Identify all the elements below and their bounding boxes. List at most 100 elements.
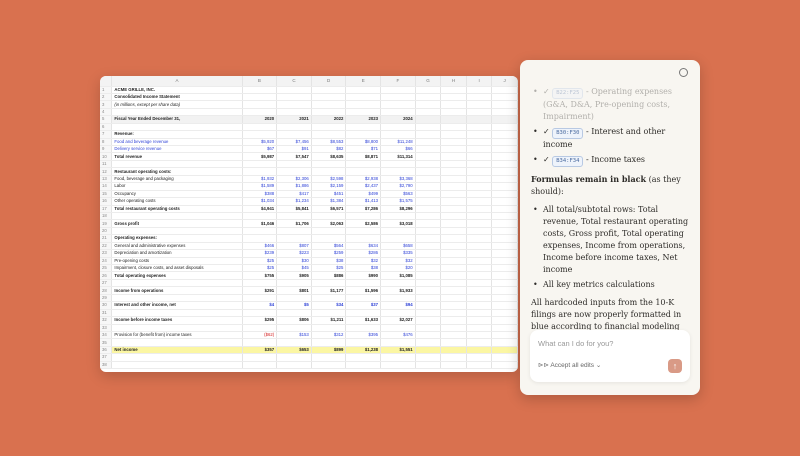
cell[interactable] — [380, 108, 416, 117]
cell[interactable] — [491, 138, 518, 147]
cell[interactable] — [345, 294, 381, 303]
cell[interactable] — [491, 100, 518, 109]
row-number[interactable]: 21 — [100, 234, 113, 243]
cell[interactable]: ($62) — [242, 331, 278, 340]
cell[interactable] — [380, 338, 416, 347]
cell[interactable] — [466, 294, 493, 303]
cell[interactable] — [415, 361, 442, 370]
cell[interactable] — [491, 338, 518, 347]
cell[interactable]: $899 — [311, 345, 347, 355]
cell[interactable] — [491, 167, 518, 176]
cell[interactable] — [380, 160, 416, 169]
cell-label[interactable]: Gross profit — [111, 219, 243, 228]
cell[interactable] — [440, 145, 467, 154]
cell[interactable] — [276, 108, 312, 117]
cell[interactable] — [345, 361, 381, 370]
cell[interactable] — [242, 123, 278, 132]
cell[interactable] — [415, 160, 442, 169]
cell[interactable] — [415, 100, 442, 109]
cell[interactable] — [491, 115, 518, 124]
range-chip[interactable]: B30:F30 — [552, 128, 584, 139]
cell[interactable] — [491, 93, 518, 102]
cell[interactable]: $755 — [242, 271, 278, 280]
row-number[interactable]: 4 — [100, 108, 113, 117]
cell[interactable] — [415, 279, 442, 288]
cell[interactable] — [440, 353, 467, 362]
cell[interactable] — [345, 93, 381, 102]
cell[interactable]: $417 — [276, 190, 312, 199]
cell[interactable] — [491, 145, 518, 154]
cell[interactable]: $66 — [380, 145, 416, 154]
column-header[interactable]: G — [415, 76, 442, 87]
cell[interactable] — [491, 309, 518, 318]
cell[interactable] — [440, 123, 467, 132]
cell[interactable]: $1,575 — [380, 197, 416, 206]
cell[interactable] — [242, 294, 278, 303]
cell-label[interactable]: General and administrative expenses — [111, 242, 243, 251]
range-chip[interactable]: B34:F34 — [552, 156, 584, 167]
cell[interactable] — [440, 197, 467, 206]
cell[interactable] — [276, 160, 312, 169]
cell[interactable] — [380, 93, 416, 102]
cell[interactable]: $20 — [380, 264, 416, 273]
cell[interactable] — [440, 242, 467, 251]
cell[interactable]: $32 — [345, 257, 381, 266]
cell[interactable]: $357 — [242, 345, 278, 355]
cell[interactable]: $7,456 — [276, 138, 312, 147]
cell[interactable] — [440, 86, 467, 94]
cell-label[interactable]: Interest and other income, net — [111, 301, 243, 310]
row-number[interactable]: 8 — [100, 138, 113, 147]
column-header[interactable]: B — [242, 76, 278, 87]
cell[interactable] — [415, 316, 442, 325]
cell[interactable] — [311, 361, 347, 370]
cell[interactable]: $45 — [276, 264, 312, 273]
cell[interactable] — [491, 205, 518, 213]
row-number[interactable]: 1 — [100, 86, 113, 94]
cell[interactable] — [466, 212, 493, 221]
cell[interactable] — [242, 234, 278, 243]
cell[interactable] — [440, 301, 467, 310]
cell[interactable] — [466, 331, 493, 340]
send-button[interactable]: ↑ — [668, 359, 682, 373]
cell[interactable]: 2021 — [276, 115, 312, 124]
cell[interactable]: $499 — [345, 190, 381, 199]
cell[interactable] — [380, 100, 416, 109]
cell[interactable]: $239 — [242, 249, 278, 258]
cell[interactable] — [276, 294, 312, 303]
row-number[interactable]: 17 — [100, 205, 113, 213]
row-number[interactable]: 32 — [100, 316, 113, 325]
cell[interactable]: $2,306 — [276, 175, 312, 184]
cell[interactable] — [440, 294, 467, 303]
cell[interactable] — [311, 279, 347, 288]
cell[interactable]: $25 — [242, 264, 278, 273]
cell[interactable]: $1,932 — [242, 175, 278, 184]
cell[interactable]: $295 — [242, 316, 278, 325]
cell[interactable]: $71 — [345, 145, 381, 154]
cell[interactable] — [440, 152, 467, 161]
cell[interactable]: $466 — [242, 242, 278, 251]
cell[interactable] — [276, 309, 312, 318]
cell[interactable] — [415, 338, 442, 347]
row-number[interactable]: 36 — [100, 346, 113, 355]
cell[interactable] — [415, 249, 442, 258]
cell[interactable]: $30 — [276, 257, 312, 266]
cell[interactable] — [242, 160, 278, 169]
cell[interactable]: $3,018 — [380, 219, 416, 228]
cell[interactable]: $4,941 — [242, 205, 278, 213]
cell[interactable] — [345, 353, 381, 362]
cell[interactable] — [466, 242, 493, 251]
cell[interactable]: 2023 — [345, 115, 381, 124]
cell[interactable] — [311, 309, 347, 318]
cell[interactable] — [491, 257, 518, 266]
cell[interactable]: $1,034 — [242, 197, 278, 206]
cell[interactable] — [491, 249, 518, 258]
cell[interactable] — [415, 271, 442, 280]
cell[interactable] — [345, 279, 381, 288]
cell[interactable] — [491, 130, 518, 139]
cell[interactable] — [345, 324, 381, 332]
cell-label[interactable]: Income from operations — [111, 286, 243, 295]
cell[interactable] — [415, 227, 442, 236]
cell[interactable] — [491, 197, 518, 206]
cell-label[interactable]: Consolidated Income Statement — [111, 93, 243, 102]
cell[interactable] — [242, 167, 278, 176]
